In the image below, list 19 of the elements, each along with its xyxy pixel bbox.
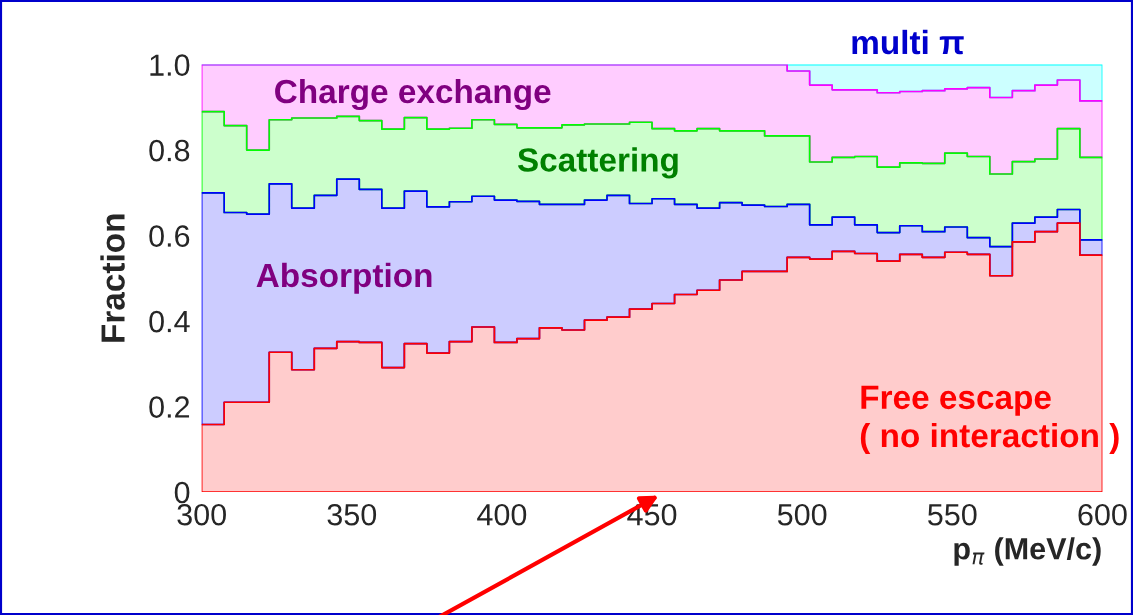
y-tick-label: 0.4 bbox=[149, 310, 190, 333]
y-tick-label: 0 bbox=[174, 481, 190, 504]
series-label: Charge exchange bbox=[275, 78, 551, 111]
y-tick-label: 0.2 bbox=[149, 396, 190, 418]
x-tick-label: 400 bbox=[477, 503, 527, 526]
series-label: Scattering bbox=[517, 147, 678, 179]
y-tick-label: 0.8 bbox=[149, 139, 190, 162]
x-tick-label: 350 bbox=[327, 503, 377, 526]
y-axis-title: Fraction bbox=[100, 214, 125, 342]
x-axis-title: p$_{π}$ (MeV/c) bbox=[954, 537, 1101, 566]
x-tick-label: 550 bbox=[928, 503, 977, 526]
series-label: Free escape ( no interaction ) bbox=[860, 385, 1119, 455]
x-tick-label: 500 bbox=[777, 503, 827, 526]
y-tick-label: 0.6 bbox=[149, 225, 190, 247]
y-tick-label: 1.0 bbox=[150, 54, 190, 76]
x-tick-label: 300 bbox=[177, 503, 226, 526]
x-tick-label: 600 bbox=[1078, 503, 1127, 526]
series-label: multi π bbox=[852, 29, 964, 55]
series-label: Absorption bbox=[256, 262, 432, 294]
